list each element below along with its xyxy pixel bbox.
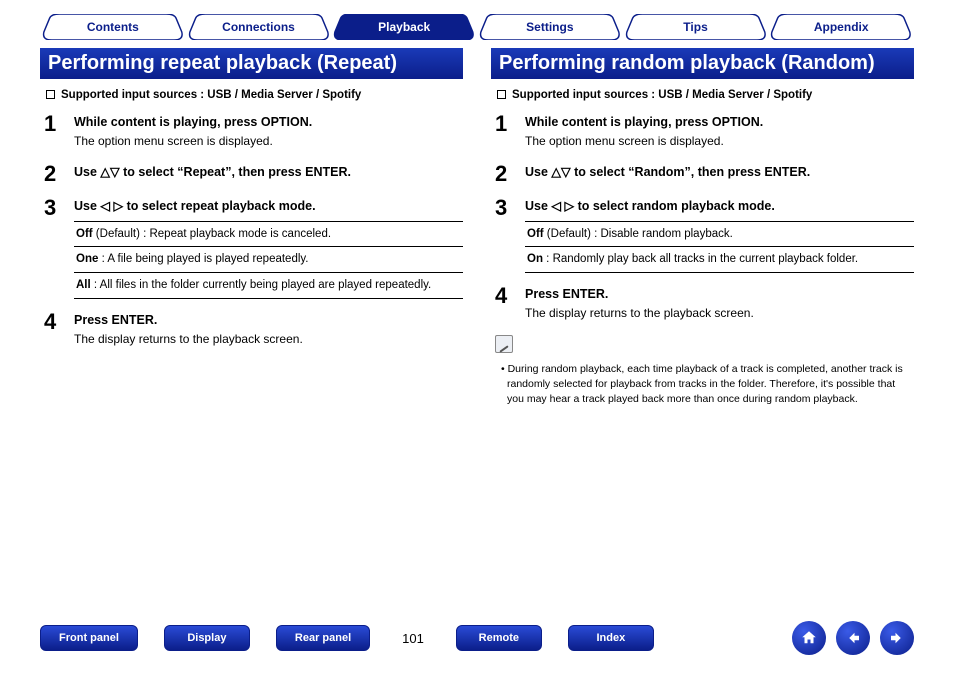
note-block: • During random playback, each time play… [491,335,914,408]
note-text: • During random playback, each time play… [497,362,914,408]
step-body: While content is playing, press OPTION.T… [525,113,914,151]
tab-tips[interactable]: Tips [623,14,769,40]
top-tabs: Contents Connections Playback Settings T… [0,0,954,40]
step-body: Use △▽ to select “Repeat”, then press EN… [74,163,463,185]
step-number: 1 [44,113,64,151]
step-body: Use △▽ to select “Random”, then press EN… [525,163,914,185]
step-body: Press ENTER.The display returns to the p… [525,285,914,323]
left-supported-sources: Supported input sources : USB / Media Se… [46,89,463,101]
right-step-4: 4 Press ENTER.The display returns to the… [491,285,914,323]
home-icon[interactable] [792,621,826,655]
option-row: On : Randomly play back all tracks in th… [525,246,914,273]
tab-playback[interactable]: Playback [331,14,477,40]
front-panel-button[interactable]: Front panel [40,625,138,651]
tab-connections[interactable]: Connections [186,14,332,40]
left-step-2: 2 Use △▽ to select “Repeat”, then press … [40,163,463,185]
step-body: While content is playing, press OPTION.T… [74,113,463,151]
step-number: 4 [495,285,515,323]
left-step-3: 3 Use ◁ ▷ to select repeat playback mode… [40,197,463,299]
footer-bar: Front panel Display Rear panel 101 Remote I… [0,621,954,655]
page-number: 101 [402,631,424,646]
right-column: Performing random playback (Random) Supp… [491,48,914,407]
step-number: 4 [44,311,64,349]
rear-panel-button[interactable]: Rear panel [276,625,370,651]
pencil-icon [495,335,513,353]
back-arrow-icon[interactable] [836,621,870,655]
index-button[interactable]: Index [568,625,654,651]
remote-button[interactable]: Remote [456,625,542,651]
step-body: Use ◁ ▷ to select random playback mode.O… [525,197,914,273]
tab-appendix[interactable]: Appendix [768,14,914,40]
option-row: One : A file being played is played repe… [74,246,463,272]
main-content: Performing repeat playback (Repeat) Supp… [0,40,954,407]
right-supported-sources: Supported input sources : USB / Media Se… [497,89,914,101]
left-step-1: 1 While content is playing, press OPTION… [40,113,463,151]
forward-arrow-icon[interactable] [880,621,914,655]
footer-nav-icons [792,621,914,655]
right-step-1: 1 While content is playing, press OPTION… [491,113,914,151]
right-section-title: Performing random playback (Random) [491,48,914,79]
left-step-4: 4 Press ENTER.The display returns to the… [40,311,463,349]
display-button[interactable]: Display [164,625,250,651]
option-row: Off (Default) : Repeat playback mode is … [74,221,463,247]
step-number: 2 [44,163,64,185]
right-step-3: 3 Use ◁ ▷ to select random playback mode… [491,197,914,273]
option-row: Off (Default) : Disable random playback. [525,221,914,247]
tab-settings[interactable]: Settings [477,14,623,40]
step-body: Use ◁ ▷ to select repeat playback mode.O… [74,197,463,299]
option-row: All : All files in the folder currently … [74,272,463,299]
step-number: 3 [495,197,515,273]
tab-contents[interactable]: Contents [40,14,186,40]
right-step-2: 2 Use △▽ to select “Random”, then press … [491,163,914,185]
left-column: Performing repeat playback (Repeat) Supp… [40,48,463,407]
left-section-title: Performing repeat playback (Repeat) [40,48,463,79]
step-number: 3 [44,197,64,299]
step-number: 1 [495,113,515,151]
step-number: 2 [495,163,515,185]
step-body: Press ENTER.The display returns to the p… [74,311,463,349]
